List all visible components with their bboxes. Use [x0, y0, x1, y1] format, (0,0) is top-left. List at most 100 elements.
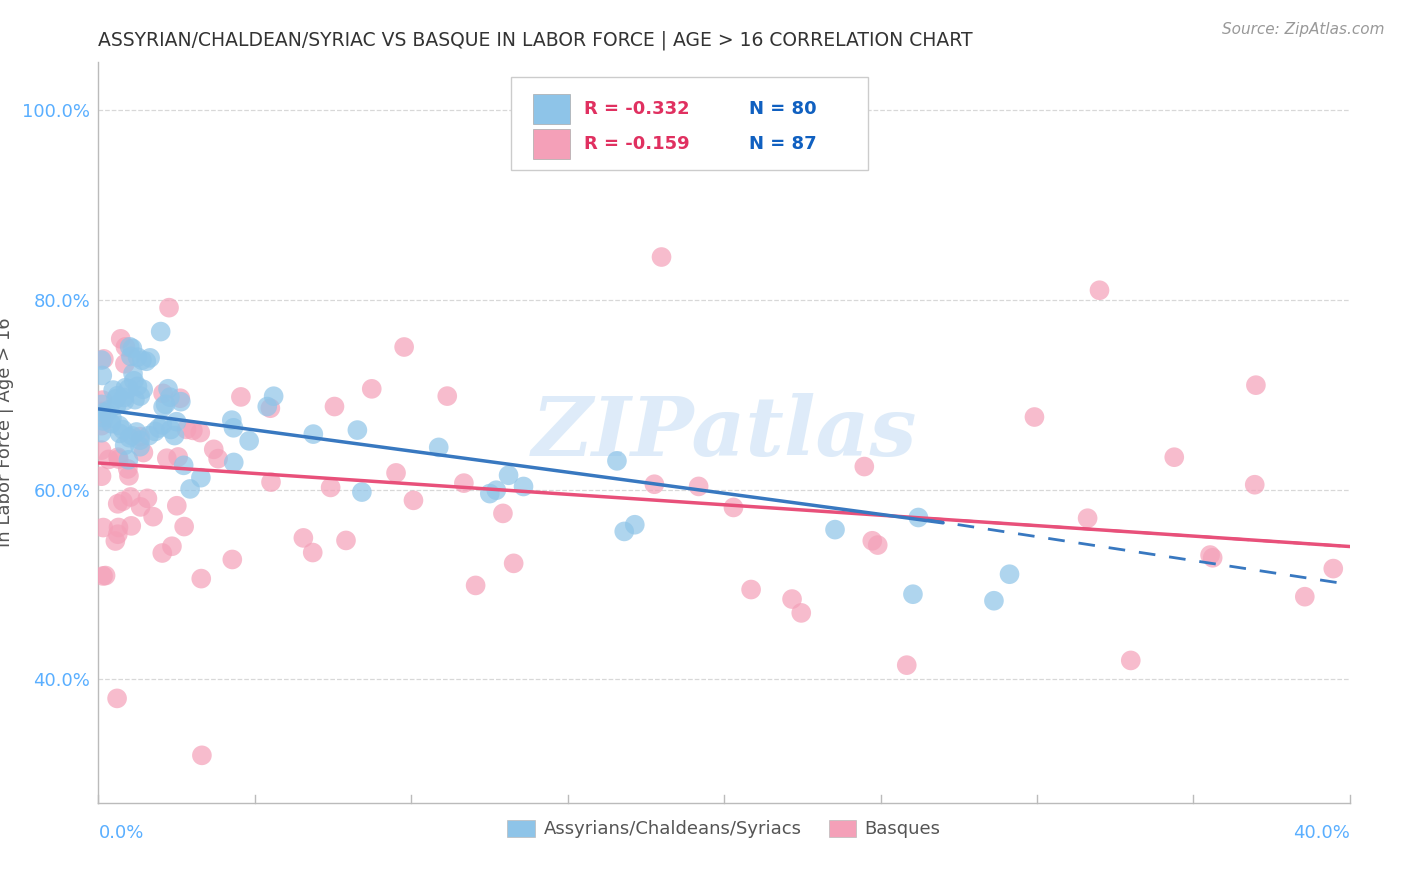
- Point: [485, 483, 508, 498]
- Point: [1088, 283, 1111, 297]
- Point: [121, 341, 143, 355]
- Point: [159, 390, 181, 404]
- Point: [427, 441, 450, 455]
- Point: [498, 468, 520, 483]
- Text: Source: ZipAtlas.com: Source: ZipAtlas.com: [1222, 22, 1385, 37]
- Point: [91, 393, 114, 408]
- Point: [173, 458, 195, 473]
- Point: [107, 450, 129, 465]
- Point: [114, 394, 136, 409]
- Point: [143, 425, 166, 439]
- Point: [155, 397, 177, 411]
- Point: [688, 479, 710, 493]
- Point: [90, 469, 112, 483]
- Point: [90, 408, 112, 422]
- Point: [901, 587, 924, 601]
- Point: [1024, 410, 1046, 425]
- Point: [108, 426, 131, 441]
- Point: [1244, 378, 1267, 392]
- Point: [105, 392, 128, 406]
- Point: [90, 404, 112, 418]
- Point: [502, 557, 524, 571]
- Point: [167, 450, 190, 464]
- Point: [129, 440, 152, 454]
- Point: [120, 350, 142, 364]
- Point: [221, 413, 243, 427]
- Point: [860, 533, 883, 548]
- Point: [229, 390, 252, 404]
- Point: [907, 510, 929, 524]
- Point: [740, 582, 762, 597]
- Point: [125, 425, 148, 439]
- Point: [319, 480, 342, 494]
- Point: [179, 482, 201, 496]
- Point: [101, 411, 124, 425]
- Point: [149, 325, 172, 339]
- Text: N = 80: N = 80: [749, 100, 817, 118]
- Point: [202, 442, 225, 457]
- Point: [1163, 450, 1185, 465]
- FancyBboxPatch shape: [533, 129, 571, 159]
- Point: [124, 392, 146, 407]
- Point: [478, 486, 501, 500]
- Point: [122, 374, 145, 388]
- Point: [190, 572, 212, 586]
- Point: [464, 578, 486, 592]
- Point: [114, 381, 136, 395]
- Point: [392, 340, 415, 354]
- Point: [190, 471, 212, 485]
- Point: [173, 519, 195, 533]
- Point: [94, 568, 117, 582]
- Point: [138, 428, 160, 442]
- Point: [118, 340, 141, 354]
- Point: [238, 434, 260, 448]
- Point: [97, 452, 120, 467]
- Point: [120, 490, 142, 504]
- Point: [114, 340, 136, 354]
- Point: [1243, 477, 1265, 491]
- Point: [114, 438, 136, 452]
- Point: [983, 593, 1005, 607]
- Point: [1201, 550, 1223, 565]
- Point: [170, 394, 193, 409]
- Point: [643, 477, 665, 491]
- Point: [118, 468, 141, 483]
- Y-axis label: In Labor Force | Age > 16: In Labor Force | Age > 16: [0, 318, 14, 548]
- Text: N = 87: N = 87: [749, 135, 817, 153]
- Point: [112, 391, 135, 405]
- Point: [302, 427, 325, 442]
- Point: [492, 507, 515, 521]
- Point: [91, 569, 114, 583]
- Point: [163, 428, 186, 442]
- Point: [301, 545, 323, 559]
- Point: [93, 351, 115, 366]
- Point: [136, 491, 159, 506]
- Point: [259, 401, 281, 416]
- Point: [111, 423, 134, 437]
- Point: [436, 389, 458, 403]
- Point: [90, 397, 112, 411]
- Point: [256, 400, 278, 414]
- Point: [188, 425, 211, 440]
- Point: [91, 410, 114, 425]
- Point: [181, 423, 204, 437]
- Point: [122, 367, 145, 381]
- Text: ZIPatlas: ZIPatlas: [531, 392, 917, 473]
- Point: [104, 533, 127, 548]
- Point: [453, 476, 475, 491]
- Point: [90, 418, 112, 433]
- Text: R = -0.332: R = -0.332: [583, 100, 689, 118]
- Text: R = -0.159: R = -0.159: [583, 135, 689, 153]
- Point: [157, 301, 180, 315]
- Point: [790, 606, 813, 620]
- Point: [292, 531, 315, 545]
- Point: [1077, 511, 1099, 525]
- Point: [120, 519, 142, 533]
- Point: [150, 546, 173, 560]
- Point: [127, 350, 149, 364]
- Point: [606, 454, 628, 468]
- Point: [107, 389, 129, 403]
- Point: [824, 523, 846, 537]
- Point: [111, 494, 134, 508]
- Text: ASSYRIAN/CHALDEAN/SYRIAC VS BASQUE IN LABOR FORCE | AGE > 16 CORRELATION CHART: ASSYRIAN/CHALDEAN/SYRIAC VS BASQUE IN LA…: [98, 30, 973, 50]
